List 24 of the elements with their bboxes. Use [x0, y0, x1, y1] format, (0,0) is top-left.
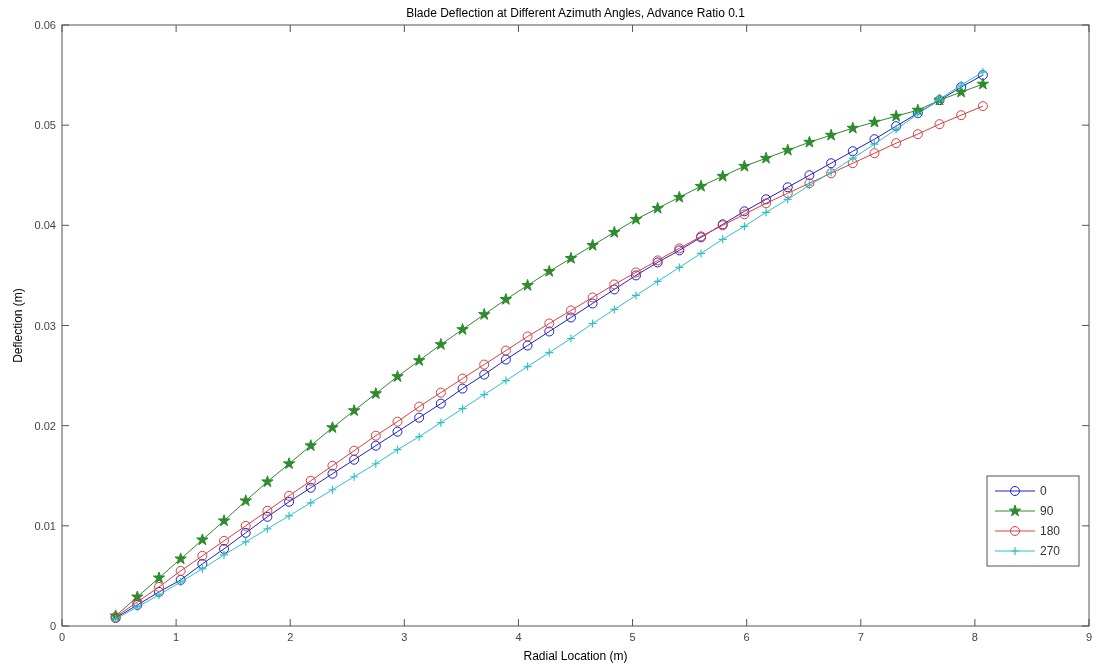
x-axis-title: Radial Location (m) [523, 649, 628, 663]
x-tick-label: 5 [629, 631, 636, 643]
legend-label: 0 [1040, 484, 1047, 498]
y-tick-label: 0.02 [34, 419, 56, 432]
x-tick-label: 7 [857, 631, 864, 643]
x-tick-label: 3 [401, 631, 408, 643]
y-tick-label: 0.03 [34, 319, 56, 332]
y-tick-label: 0.01 [34, 519, 56, 532]
legend-label: 90 [1040, 504, 1054, 518]
y-tick-label: 0.06 [34, 19, 56, 31]
x-tick-label: 4 [515, 631, 522, 643]
x-tick-label: 8 [971, 631, 978, 643]
x-tick-label: 9 [1085, 631, 1093, 643]
x-tick-label: 0 [58, 631, 66, 643]
x-tick-label: 2 [287, 631, 294, 643]
y-axis-title: Deflection (m) [11, 288, 25, 363]
x-tick-label: 6 [743, 631, 750, 643]
y-tick-label: 0.05 [34, 119, 56, 132]
chart-title: Blade Deflection at Different Azimuth Angles, Advance Ratio 0.1 [406, 6, 746, 20]
x-tick-label: 1 [173, 631, 180, 643]
y-tick-label: 0.04 [34, 219, 56, 232]
legend-label: 270 [1040, 544, 1061, 558]
legend-label: 180 [1040, 524, 1061, 538]
y-tick-label: 0 [49, 620, 56, 632]
